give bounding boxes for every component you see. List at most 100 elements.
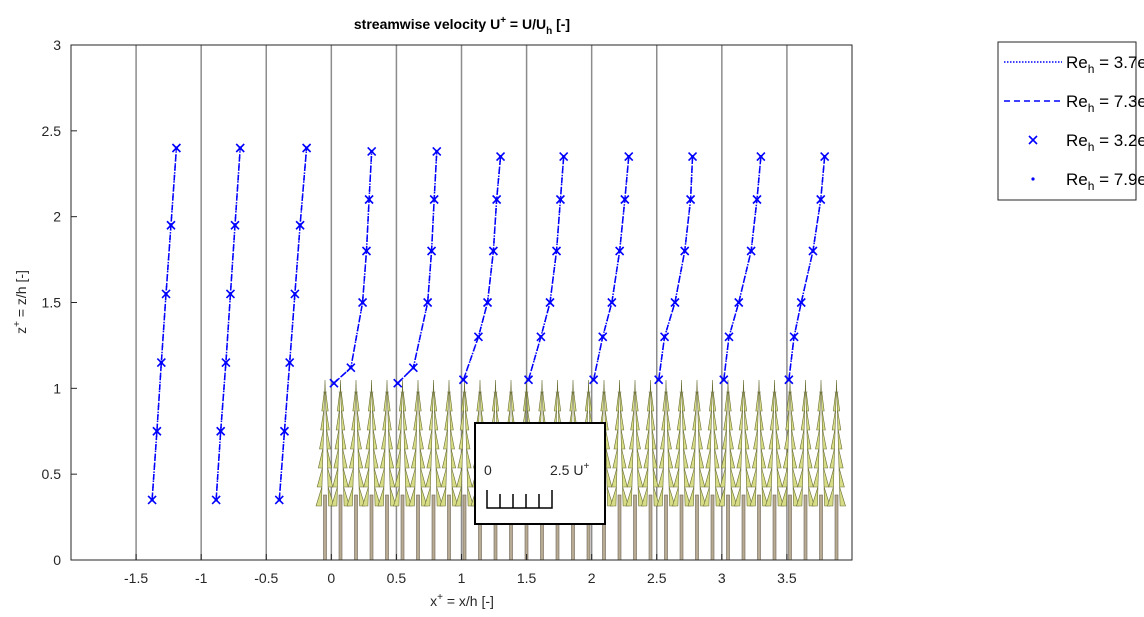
tree-crown — [625, 379, 645, 507]
x-tick-label: 0.5 — [387, 570, 407, 586]
title-part: + — [500, 15, 506, 26]
marker-dot — [214, 498, 218, 502]
marker-dot — [683, 249, 687, 253]
tree-crown — [408, 379, 428, 507]
marker-dot — [618, 249, 622, 253]
marker-dot — [610, 300, 614, 305]
marker-dot — [823, 154, 827, 159]
marker-dot — [426, 300, 430, 305]
label-part: = x/h [-] — [443, 593, 494, 609]
legend-label-part: h — [1088, 179, 1095, 193]
title-part: streamwise velocity U — [354, 16, 500, 32]
marker-dot — [749, 249, 753, 253]
trunk — [617, 494, 622, 561]
canopy — [315, 379, 846, 561]
marker-dot — [411, 366, 415, 370]
tree-crown — [455, 379, 474, 507]
marker-dot — [690, 154, 695, 159]
legend-label-part: h — [1088, 62, 1095, 76]
legend-label-part: Re — [1066, 131, 1088, 150]
marker-dot — [159, 360, 163, 365]
title-part: = U/U — [506, 16, 546, 32]
profiles — [147, 143, 830, 505]
marker-dot — [548, 300, 552, 305]
tree-crown — [331, 379, 350, 507]
legend-label-part: Re — [1066, 53, 1088, 72]
marker-dot — [164, 292, 168, 296]
trunk — [648, 494, 653, 561]
trunk — [416, 494, 420, 561]
x-tick-label: 3.5 — [777, 570, 797, 586]
marker-dot — [435, 149, 439, 154]
marker-dot — [627, 154, 631, 159]
x-tick-label: 0 — [327, 570, 335, 586]
marker-dot — [364, 249, 369, 253]
tree-crown — [703, 379, 722, 507]
marker-dot — [526, 378, 531, 382]
trunk — [400, 494, 405, 561]
marker-dot — [491, 249, 495, 253]
marker-dot — [722, 378, 726, 382]
trunk — [819, 494, 823, 561]
profile-line — [657, 156, 694, 380]
marker-dot — [332, 381, 336, 385]
scale-bar: 0 2.5 U+ — [474, 422, 606, 525]
tree-crown — [827, 379, 846, 507]
legend-label: Reh = 3.2e+04 — [1066, 131, 1144, 154]
marker-dot — [673, 300, 677, 305]
trunk — [803, 494, 808, 561]
label-part: + — [12, 321, 23, 327]
marker-dot — [150, 498, 154, 502]
tree-crown — [749, 379, 769, 507]
marker-dot — [476, 335, 481, 339]
legend-label-part: Re — [1066, 170, 1088, 189]
label-part: z — [13, 327, 29, 334]
tree-crown — [796, 379, 815, 507]
x-tick-label: -0.5 — [254, 570, 278, 586]
marker-dot — [174, 146, 179, 150]
profile-line — [788, 156, 826, 380]
profile-line — [278, 147, 308, 500]
trunk — [385, 494, 389, 561]
legend-label-part: = 7.9e+04 — [1094, 170, 1144, 189]
x-axis-label: x+ = x/h [-] — [430, 592, 494, 609]
tree-crown — [734, 379, 753, 507]
tree-crown — [377, 379, 397, 507]
trunk — [462, 494, 467, 561]
x-tick-label: 2.5 — [647, 570, 667, 586]
x-tick-label: -1.5 — [124, 570, 148, 586]
y-tick-label: 1 — [53, 380, 61, 396]
legend-box — [997, 41, 1137, 201]
marker-dot — [228, 292, 233, 296]
tree-crown — [610, 379, 629, 507]
trunk — [338, 494, 343, 561]
marker-dot — [799, 300, 803, 305]
marker-dot — [396, 381, 400, 385]
scale-bar-ticks — [486, 490, 553, 509]
marker-dot — [238, 146, 242, 150]
marker-dot — [498, 154, 503, 159]
trunk — [834, 494, 839, 561]
marker-dot — [429, 249, 434, 253]
marker-dot — [233, 223, 237, 227]
trunk — [323, 494, 327, 561]
tree-crown — [687, 379, 707, 507]
marker-dot — [370, 149, 374, 154]
trunk — [431, 494, 436, 561]
tree-crown — [393, 379, 412, 507]
legend-label-part: = 3.7e+03 — [1094, 53, 1144, 72]
tree-crown — [765, 379, 784, 507]
marker-dot — [811, 249, 815, 253]
profile-line — [151, 147, 178, 500]
marker-dot — [737, 300, 741, 305]
chart-title: streamwise velocity U+ = U/Uh [-] — [354, 15, 570, 37]
marker-dot — [792, 335, 796, 339]
y-tick-label: 1.5 — [42, 295, 62, 311]
tree-crown — [811, 379, 831, 507]
trunk — [664, 494, 668, 561]
marker-dot — [657, 378, 661, 382]
profile-line — [527, 156, 565, 380]
marker-dot — [623, 197, 627, 202]
marker-dot — [224, 360, 228, 365]
legend-label: Reh = 7.3e+03 — [1066, 92, 1144, 115]
